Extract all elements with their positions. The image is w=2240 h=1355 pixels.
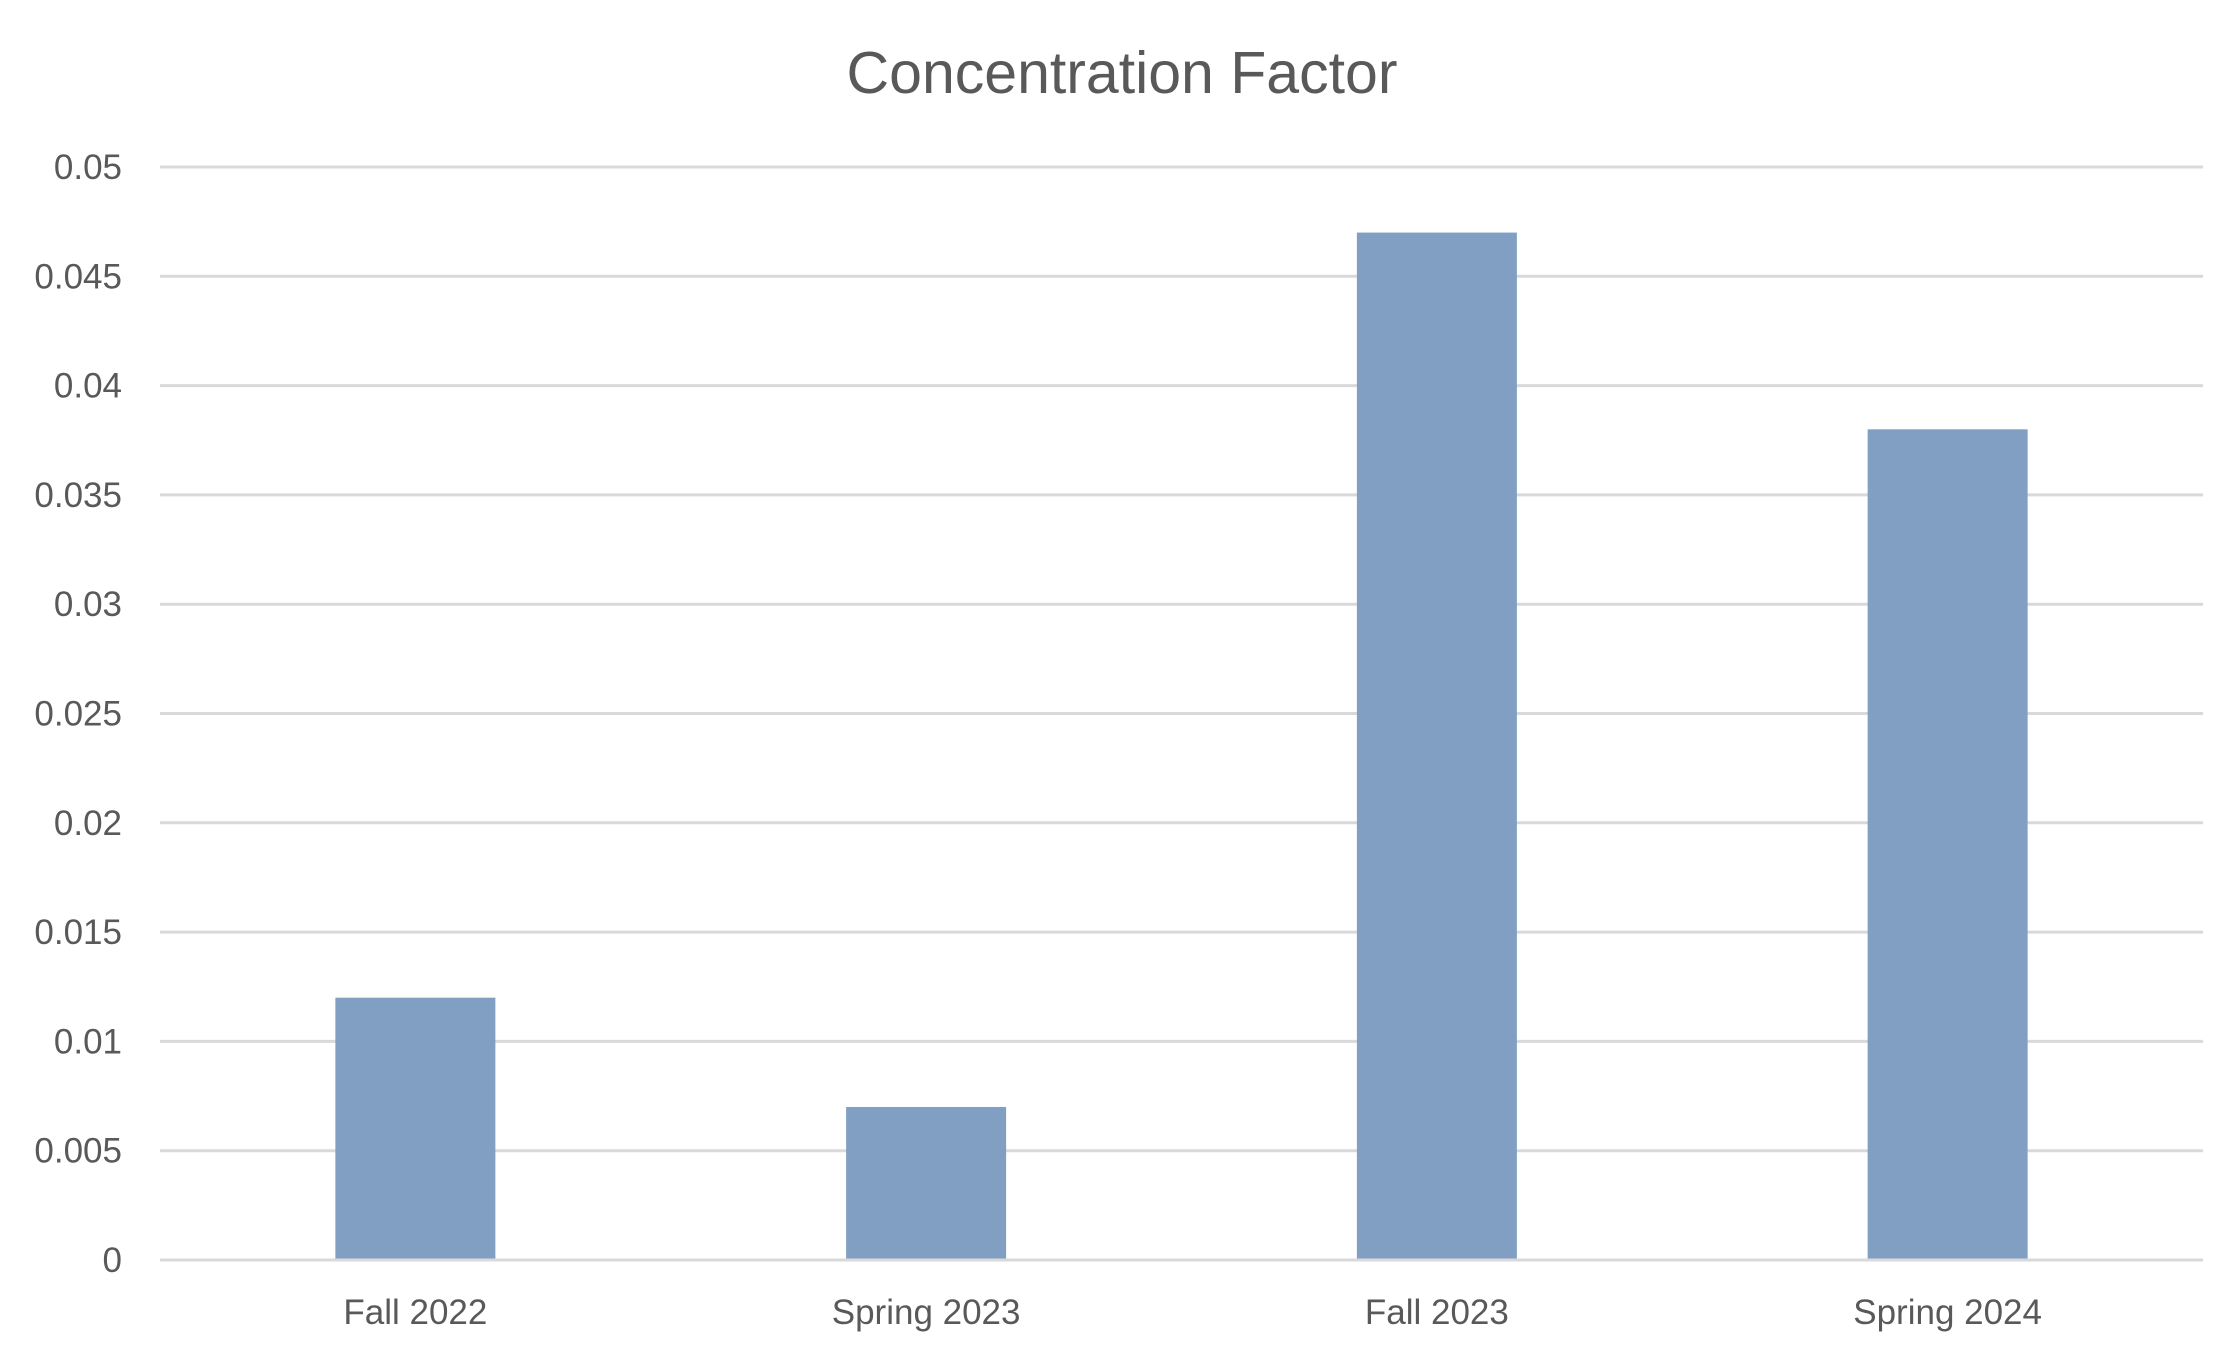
x-tick-label: Fall 2022 (343, 1293, 487, 1332)
bar-spring-2023 (846, 1106, 1007, 1260)
y-tick-label: 0.035 (34, 476, 122, 515)
y-tick-label: 0.015 (34, 913, 122, 952)
y-axis-tick-labels: 0 0.005 0.01 0.015 0.02 0.025 0.03 0.035 0.04 0.0… (34, 148, 122, 1280)
x-tick-label: Spring 2023 (832, 1293, 1021, 1332)
y-tick-label: 0.01 (54, 1022, 122, 1061)
y-tick-label: 0.025 (34, 695, 122, 734)
bar-spring-2024 (1867, 429, 2028, 1260)
y-tick-label: 0.045 (34, 257, 122, 296)
y-tick-label: 0.03 (54, 585, 122, 624)
bar-fall-2023 (1356, 232, 1517, 1261)
x-tick-label: Spring 2024 (1853, 1293, 2042, 1332)
y-tick-label: 0.05 (54, 148, 122, 187)
x-tick-label: Fall 2023 (1365, 1293, 1509, 1332)
bar-fall-2022 (335, 997, 496, 1260)
y-tick-label: 0.005 (34, 1132, 122, 1171)
bars (335, 232, 2028, 1261)
x-axis-tick-labels: Fall 2022 Spring 2023 Fall 2023 Spring 2024 (343, 1293, 2042, 1332)
chart-title: Concentration Factor (847, 40, 1398, 106)
y-tick-label: 0 (103, 1241, 122, 1280)
gridlines (160, 165, 2203, 1153)
y-tick-label: 0.04 (54, 367, 122, 406)
y-tick-label: 0.02 (54, 804, 122, 843)
